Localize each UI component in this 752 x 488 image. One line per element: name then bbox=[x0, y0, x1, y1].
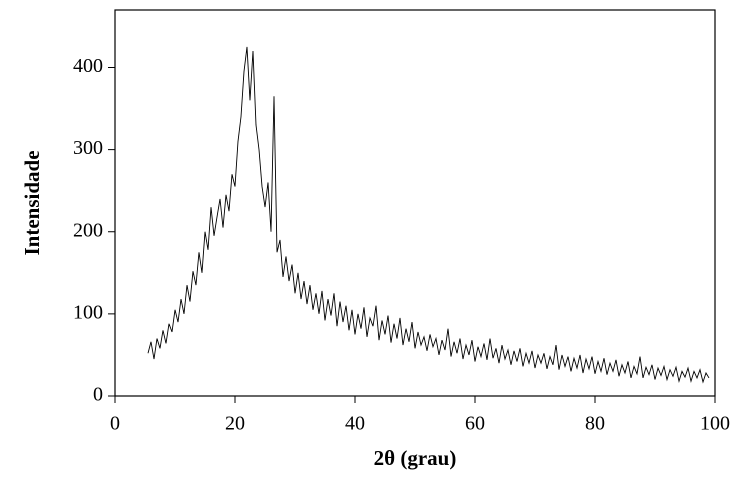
x-tick-label: 20 bbox=[225, 413, 245, 435]
y-tick-label: 100 bbox=[73, 301, 103, 323]
y-tick-label: 200 bbox=[73, 219, 103, 241]
y-axis-label: Intensidade bbox=[20, 150, 44, 255]
x-tick-label: 60 bbox=[465, 413, 485, 435]
x-tick-label: 100 bbox=[700, 413, 730, 435]
x-axis-label: 2θ (grau) bbox=[374, 446, 457, 470]
x-tick-label: 0 bbox=[110, 413, 120, 435]
plot-frame bbox=[114, 9, 716, 397]
x-tick-label: 40 bbox=[345, 413, 365, 435]
y-tick-label: 300 bbox=[73, 137, 103, 159]
data-line bbox=[147, 46, 710, 384]
y-tick-label: 0 bbox=[93, 384, 103, 406]
y-tick-label: 400 bbox=[73, 55, 103, 77]
x-tick-label: 80 bbox=[585, 413, 605, 435]
